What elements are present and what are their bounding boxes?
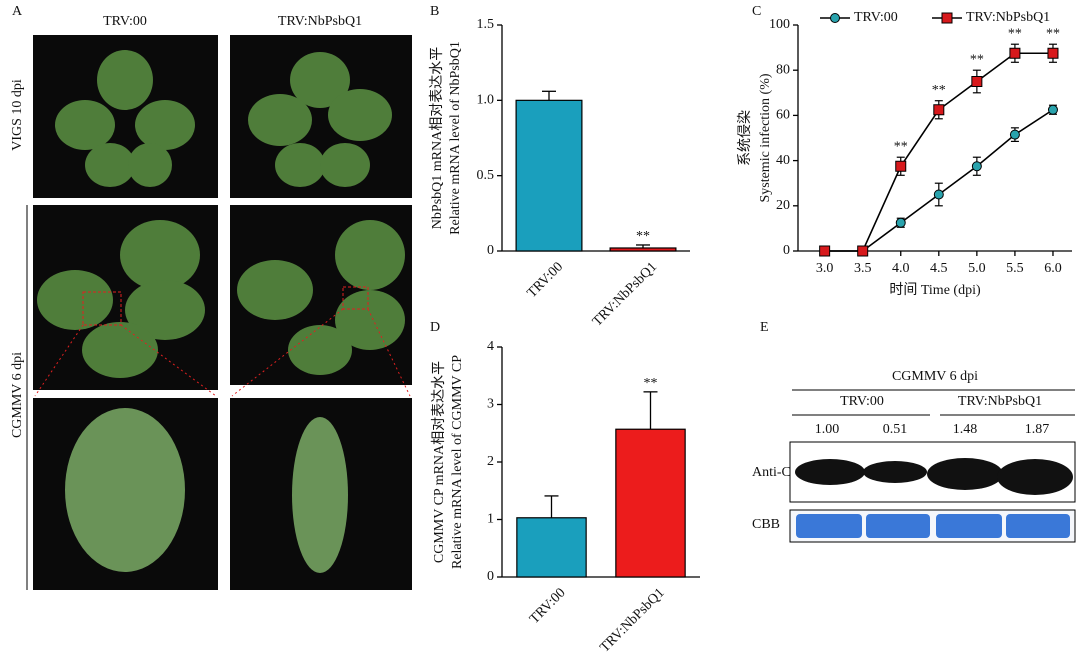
photo-grid [33,35,412,590]
bands [795,458,1073,495]
x-tick-label: TRV:NbPsbQ1 [590,259,660,329]
point [895,160,907,172]
plant [37,50,405,378]
blot-title: CGMMV 6 dpi [892,369,978,384]
y-axis-title: 系统侵染 [736,110,753,166]
blot-row-label: Anti-CP [752,465,799,480]
y-axis-title: Relative mRNA level of NbPsbQ1 [448,41,463,235]
leaf [65,408,185,572]
western-blot: CGMMV 6 dpi TRV:00 TRV:NbPsbQ1 1.00 0.51… [752,369,1076,543]
blot-group: TRV:00 [840,394,884,409]
zoom-box [342,286,369,310]
band-ratio: 1.00 [815,422,840,437]
legend-marker [941,12,953,24]
y-tick-label: 2 [487,454,494,469]
y-axis-title: CGMMV CP mRNA相对表达水平 [431,361,447,563]
y-axis-title: Systemic infection (%) [758,73,773,202]
series-line [824,109,1054,252]
x-tick-label: 3.5 [854,261,872,276]
point [933,189,944,200]
x-axis-title: 时间 Time (dpi) [889,282,981,298]
panel-label: C [752,4,761,19]
y-tick-label: 0 [487,569,494,584]
panel-label: D [430,320,440,335]
cbb-bands [796,514,1070,538]
y-tick-label: 1 [487,512,494,527]
x-tick-label: TRV:00 [525,259,567,301]
photo-column-title: TRV:00 [103,14,147,29]
significance: ** [636,229,650,244]
x-tick-label: TRV:00 [527,585,569,627]
y-tick-label: 0 [783,243,790,258]
y-tick-label: 20 [776,198,790,213]
point [1009,47,1021,59]
y-tick-label: 1.5 [477,17,495,32]
photo-row-title: CGMMV 6 dpi [10,352,25,438]
y-tick-label: 80 [776,62,790,77]
point [971,76,983,87]
x-tick-label: 5.0 [968,261,986,276]
legend-label: TRV:00 [854,10,898,25]
band-ratio: 0.51 [883,422,908,437]
x-tick-label: 4.0 [892,261,910,276]
x-tick-label: 4.5 [930,261,948,276]
y-tick-label: 1.0 [477,93,495,108]
legend-marker [830,13,840,23]
photo-column-title: TRV:NbPsbQ1 [278,14,362,29]
zoom-box [82,291,122,326]
leaf [292,417,348,573]
y-tick-label: 4 [487,339,494,354]
panel-label: A [12,4,23,19]
photo-row-title: VIGS 10 dpi [10,79,25,151]
significance: ** [894,139,908,154]
point [971,161,982,172]
x-tick-label: TRV:NbPsbQ1 [597,585,667,655]
significance: ** [970,52,984,67]
blot-group: TRV:NbPsbQ1 [958,394,1042,409]
bar [615,428,686,578]
point [819,245,831,257]
y-tick-label: 0.5 [477,168,495,183]
legend-label: TRV:NbPsbQ1 [966,10,1050,25]
point [933,104,945,116]
point [1047,47,1059,59]
y-tick-label: 0 [487,243,494,258]
significance: ** [644,376,658,391]
y-tick-label: 100 [769,17,790,32]
bar [515,99,583,252]
y-axis-title: NbPsbQ1 mRNA相对表达水平 [429,47,445,229]
y-tick-label: 60 [776,108,790,123]
y-tick-label: 3 [487,397,494,412]
x-tick-label: 5.5 [1006,261,1024,276]
y-tick-label: 40 [776,153,790,168]
significance: ** [1046,26,1060,41]
point [895,217,906,228]
band-ratio: 1.48 [953,422,978,437]
point [1047,104,1058,115]
bar [609,247,677,252]
point [857,245,869,257]
y-axis-title: Relative mRNA level of CGMMV CP [450,355,465,569]
significance: ** [932,83,946,98]
x-tick-label: 6.0 [1044,261,1062,276]
panel-label: E [760,320,769,335]
panel-label: B [430,4,439,19]
band-ratio: 1.87 [1025,422,1050,437]
bar [516,517,587,578]
significance: ** [1008,26,1022,41]
point [1009,129,1020,140]
blot-row-label: CBB [752,517,780,532]
x-tick-label: 3.0 [816,261,834,276]
